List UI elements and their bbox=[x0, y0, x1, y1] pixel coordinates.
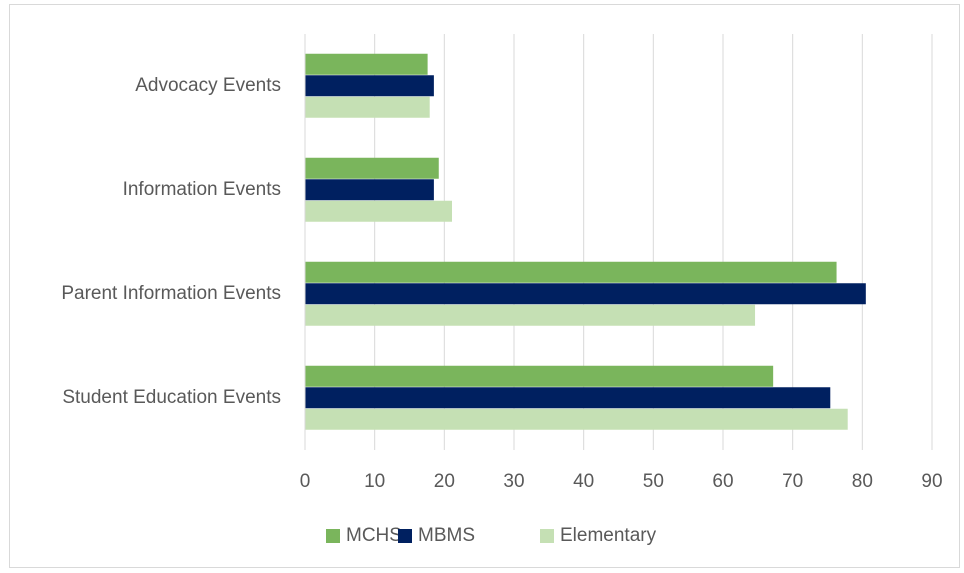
bar bbox=[305, 283, 866, 305]
y-tick-label: Advocacy Events bbox=[135, 75, 281, 96]
legend-swatch bbox=[326, 529, 340, 543]
bar bbox=[305, 304, 756, 326]
x-tick-label: 50 bbox=[643, 471, 664, 492]
y-tick-label: Student Education Events bbox=[62, 387, 281, 408]
x-tick-label: 30 bbox=[503, 471, 524, 492]
legend-label: MCHS bbox=[346, 525, 402, 546]
y-tick-label: Information Events bbox=[123, 179, 281, 200]
legend-label: Elementary bbox=[560, 525, 657, 546]
bar bbox=[305, 96, 430, 118]
bar bbox=[305, 261, 837, 283]
x-tick-label: 0 bbox=[300, 471, 311, 492]
x-tick-label: 40 bbox=[573, 471, 594, 492]
legend-swatch bbox=[540, 529, 554, 543]
x-tick-label: 10 bbox=[364, 471, 385, 492]
bar bbox=[305, 387, 831, 409]
x-tick-label: 60 bbox=[712, 471, 733, 492]
x-tick-label: 20 bbox=[434, 471, 455, 492]
bar bbox=[305, 179, 434, 201]
x-tick-label: 70 bbox=[782, 471, 803, 492]
bar bbox=[305, 408, 848, 430]
x-tick-label: 90 bbox=[921, 471, 942, 492]
legend-label: MBMS bbox=[418, 525, 475, 546]
x-tick-label: 80 bbox=[852, 471, 873, 492]
bar bbox=[305, 53, 428, 75]
y-tick-label: Parent Information Events bbox=[61, 283, 281, 304]
bar bbox=[305, 200, 452, 222]
legend-swatch bbox=[398, 529, 412, 543]
bar bbox=[305, 75, 434, 97]
bar bbox=[305, 157, 439, 179]
bar bbox=[305, 365, 774, 387]
